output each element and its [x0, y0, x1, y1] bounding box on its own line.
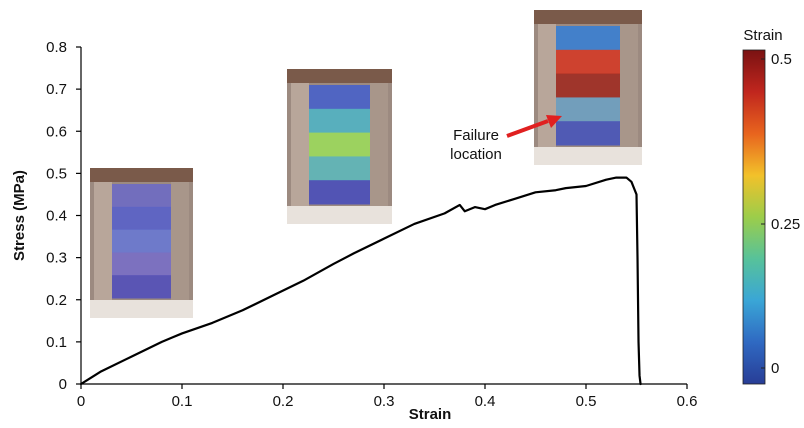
- inset-bottom-grip: [287, 206, 392, 224]
- inset-top-grip: [534, 10, 642, 24]
- inset-strain-band: [112, 275, 171, 299]
- inset-images: [90, 10, 642, 318]
- inset-strain-band: [556, 49, 620, 75]
- x-tick-label: 0.3: [374, 393, 395, 410]
- inset-top-grip: [287, 69, 392, 83]
- x-tick-label: 0.6: [677, 393, 698, 410]
- inset-strain-band: [112, 252, 171, 276]
- inset-strain-band: [309, 108, 370, 134]
- inset-strain-band: [309, 85, 370, 110]
- inset-top-grip: [90, 168, 193, 182]
- y-axis-title: Stress (MPa): [11, 170, 28, 261]
- colorbar-tick-label: 0: [771, 360, 779, 377]
- specimen-inset-image: [90, 168, 193, 318]
- inset-bottom-grip: [90, 300, 193, 318]
- x-tick-label: 0.1: [172, 393, 193, 410]
- colorbar-gradient: [742, 49, 766, 385]
- annotation-text-line-2: location: [450, 146, 502, 163]
- inset-right-edge: [620, 24, 638, 147]
- y-tick-label: 0.2: [46, 292, 67, 309]
- annotation-arrow: [506, 119, 549, 138]
- annotation-arrow-head: [546, 115, 562, 128]
- y-tick-label: 0.8: [46, 39, 67, 56]
- y-tick-label: 0.5: [46, 165, 67, 182]
- y-tick-label: 0.1: [46, 334, 67, 351]
- colorbar-tick-label: 0.5: [771, 51, 792, 68]
- inset-strain-band: [309, 132, 370, 157]
- annotation-text-line-1: Failure: [453, 127, 499, 144]
- colorbar-title: Strain: [743, 27, 782, 44]
- inset-strain-band: [309, 156, 370, 181]
- inset-right-edge: [171, 182, 189, 300]
- colorbar: Strain 0.5 0.25 0: [742, 27, 800, 385]
- y-tick-label: 0: [59, 376, 67, 393]
- inset-right-edge: [370, 83, 388, 206]
- inset-strain-band: [556, 121, 620, 146]
- inset-bottom-grip: [534, 147, 642, 165]
- y-tick-label: 0.6: [46, 123, 67, 140]
- y-tick-label: 0.4: [46, 208, 67, 225]
- x-ticks: 0 0.1 0.2 0.3 0.4 0.5 0.6: [77, 384, 698, 410]
- x-tick-label: 0: [77, 393, 85, 410]
- inset-left-edge: [291, 83, 309, 206]
- inset-left-edge: [94, 182, 112, 300]
- inset-strain-band: [309, 180, 370, 205]
- inset-strain-band: [112, 206, 171, 231]
- x-tick-label: 0.5: [576, 393, 597, 410]
- specimen-inset-image: [534, 10, 642, 165]
- inset-strain-band: [112, 184, 171, 208]
- stress-strain-curve: [79, 176, 642, 386]
- y-ticks: 0 0.1 0.2 0.3 0.4 0.5 0.6 0.7 0.8: [46, 39, 81, 393]
- series-group: [79, 176, 642, 386]
- inset-strain-band: [556, 97, 620, 122]
- x-tick-label: 0.4: [475, 393, 496, 410]
- failure-annotation: Failure location: [450, 115, 562, 163]
- inset-strain-band: [112, 229, 171, 253]
- inset-strain-band: [556, 73, 620, 98]
- colorbar-tick-label: 0.25: [771, 216, 800, 233]
- y-tick-label: 0.7: [46, 81, 67, 98]
- x-axis-title: Strain: [409, 406, 452, 423]
- y-tick-label: 0.3: [46, 250, 67, 267]
- x-tick-label: 0.2: [273, 393, 294, 410]
- inset-strain-band: [556, 26, 620, 51]
- inset-left-edge: [538, 24, 556, 147]
- specimen-inset-image: [287, 69, 392, 224]
